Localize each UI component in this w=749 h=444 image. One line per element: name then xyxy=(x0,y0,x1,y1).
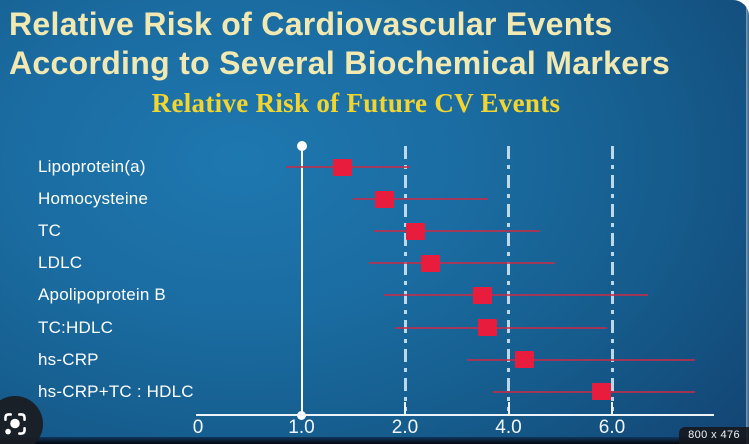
category-label: hs-CRP+TC : HDLC xyxy=(38,381,194,401)
category-label: Apolipoprotein B xyxy=(38,285,166,305)
chart-title: Relative Risk of Future CV Events xyxy=(151,88,561,118)
category-label: TC xyxy=(38,221,62,241)
slide-title-line2: According to Several Biochemical Markers xyxy=(9,45,671,81)
x-tick-label-6.0: 6.0 xyxy=(598,417,626,438)
slide-right-edge xyxy=(746,0,749,444)
category-label: Homocysteine xyxy=(38,189,149,209)
risk-marker xyxy=(333,158,353,176)
x-tick-label-2.0: 2.0 xyxy=(391,417,419,438)
category-label: Lipoprotein(a) xyxy=(38,157,146,176)
ci-line xyxy=(384,294,649,297)
ci-line xyxy=(467,358,695,361)
x-tick-label-0: 0 xyxy=(192,417,204,438)
reference-line xyxy=(300,146,303,414)
category-label: TC:HDLC xyxy=(38,317,114,337)
risk-marker xyxy=(514,351,534,369)
ci-line xyxy=(373,230,540,233)
slide-title-line1: Relative Risk of Cardiovascular Events xyxy=(9,6,613,42)
gridline-4 xyxy=(507,146,510,411)
ci-line xyxy=(353,198,488,201)
x-axis-tick-4 xyxy=(507,402,510,415)
x-tick-label-1.0: 1.0 xyxy=(288,417,315,438)
x-axis-line xyxy=(196,414,714,416)
risk-marker xyxy=(478,319,498,336)
ci-line xyxy=(394,326,607,329)
category-label: hs-CRP xyxy=(38,349,99,369)
category-label: LDLC xyxy=(38,253,83,273)
risk-marker xyxy=(374,190,394,208)
gridline-6 xyxy=(610,146,614,411)
risk-marker xyxy=(473,286,493,304)
x-axis-tick-6 xyxy=(611,402,613,415)
image-size-badge: 800 x 476 xyxy=(679,427,749,444)
x-tick-label-4.0: 4.0 xyxy=(495,417,522,438)
gridline-2 xyxy=(403,146,407,411)
reference-line-top-dot xyxy=(296,141,307,151)
x-axis-tick-2 xyxy=(404,402,406,415)
risk-marker xyxy=(405,222,425,240)
bottom-strip xyxy=(0,437,749,444)
google-lens-icon xyxy=(4,413,26,435)
ci-line xyxy=(368,262,556,265)
risk-marker xyxy=(421,254,441,272)
slide-title: Relative Risk of Cardiovascular Events A… xyxy=(9,5,670,83)
risk-marker xyxy=(592,383,612,401)
